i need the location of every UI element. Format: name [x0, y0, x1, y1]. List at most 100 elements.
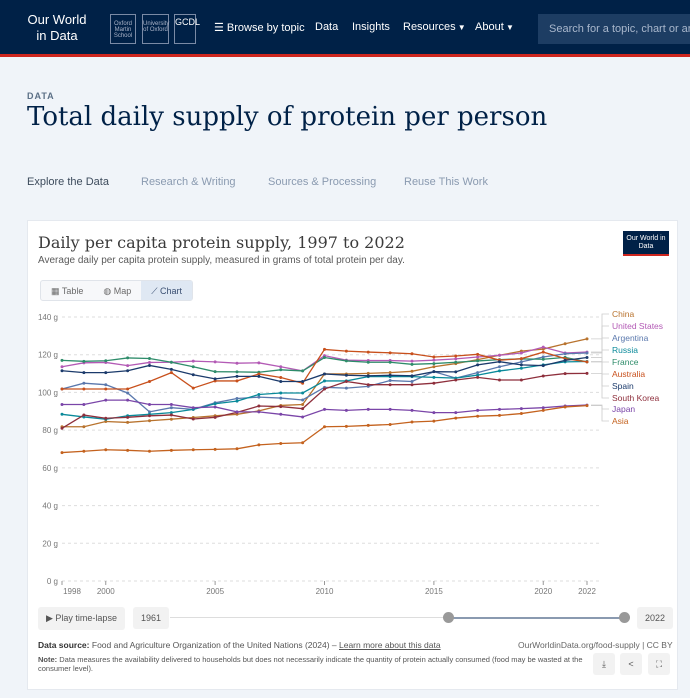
search-input[interactable]: Search for a topic, chart or article... — [538, 14, 690, 44]
data-point — [148, 419, 151, 423]
data-point — [344, 408, 348, 412]
data-point — [476, 375, 480, 379]
source-text: Food and Agriculture Organization of the… — [91, 640, 330, 650]
fullscreen-icon[interactable]: ⛶ — [648, 653, 670, 675]
play-icon: ▶ — [46, 613, 56, 623]
nav-data[interactable]: Data — [315, 21, 339, 33]
data-point — [82, 425, 86, 429]
x-tick-label: 1998 — [63, 587, 81, 596]
data-point — [388, 351, 392, 355]
data-point — [82, 387, 86, 391]
data-point — [585, 360, 589, 364]
share-icon[interactable]: < — [620, 653, 642, 675]
data-point — [213, 370, 217, 374]
end-year: 2022 — [637, 607, 674, 629]
nav-about[interactable]: About ▼ — [475, 21, 514, 33]
y-tick-label: 60 g — [42, 464, 58, 473]
play-timelapse-button[interactable]: ▶ Play time-lapse — [38, 607, 125, 630]
tab-research-writing[interactable]: Research & Writing — [141, 176, 236, 188]
tab-explore-data[interactable]: Explore the Data — [27, 176, 109, 188]
license-link[interactable]: OurWorldinData.org/food-supply | CC BY — [518, 640, 673, 650]
page-type-label: DATA — [27, 91, 55, 101]
data-point — [410, 359, 414, 363]
owid-logo[interactable]: Our World in Data — [27, 12, 87, 43]
data-point — [301, 415, 305, 419]
tab-map[interactable]: ◍ Map — [93, 281, 141, 300]
data-point — [191, 359, 195, 363]
nav-label: About — [475, 21, 504, 33]
data-point — [279, 442, 283, 446]
data-point — [432, 375, 436, 379]
data-point — [388, 383, 392, 387]
y-tick-label: 80 g — [42, 426, 58, 435]
data-point — [191, 373, 195, 377]
data-point — [323, 372, 326, 376]
play-label: Play time-lapse — [55, 613, 117, 623]
data-point — [104, 416, 108, 420]
data-point — [476, 408, 480, 412]
data-point — [366, 383, 370, 387]
x-tick-label: 2015 — [425, 587, 443, 596]
data-point — [585, 337, 589, 341]
data-point — [169, 406, 173, 410]
data-point — [366, 374, 370, 378]
data-point — [541, 408, 545, 412]
data-point — [454, 354, 458, 358]
data-point — [213, 405, 217, 409]
globe-icon: ◍ — [103, 286, 114, 296]
data-point — [476, 371, 480, 375]
data-point — [279, 391, 283, 395]
timeline-start-handle[interactable] — [443, 612, 454, 623]
data-point — [432, 362, 436, 366]
legend-connector — [591, 313, 609, 340]
legend-label: Japan — [612, 404, 635, 414]
data-point — [104, 371, 108, 375]
data-point — [519, 360, 523, 364]
data-point — [410, 352, 414, 356]
data-point — [541, 357, 545, 361]
data-point — [82, 413, 86, 417]
learn-more-link[interactable]: Learn more about this data — [339, 640, 441, 650]
data-point — [301, 402, 305, 406]
data-point — [323, 425, 326, 429]
data-point — [279, 365, 283, 369]
data-point — [213, 415, 217, 419]
download-icon[interactable]: ⤓ — [593, 653, 615, 675]
tab-chart[interactable]: ⟋ Chart — [141, 281, 193, 300]
x-tick-label: 2010 — [316, 587, 334, 596]
data-point — [213, 447, 217, 451]
timeline-end-handle[interactable] — [619, 612, 630, 623]
tab-sources-processing[interactable]: Sources & Processing — [268, 176, 377, 188]
nav-resources[interactable]: Resources ▼ — [403, 21, 466, 33]
data-point — [344, 386, 348, 390]
nav-insights[interactable]: Insights — [352, 21, 390, 33]
data-point — [104, 359, 108, 363]
nav-label: Browse by topic — [226, 22, 305, 34]
data-point — [585, 404, 589, 408]
nav-browse-by-topic[interactable]: ☰ Browse by topic — [214, 21, 305, 34]
data-point — [82, 402, 86, 406]
data-point — [301, 441, 305, 445]
y-tick-label: 140 g — [38, 313, 58, 322]
data-point — [410, 408, 414, 412]
series-line-asia — [61, 404, 588, 454]
data-point — [541, 364, 545, 368]
legend-connector — [591, 357, 609, 387]
data-point — [104, 419, 108, 423]
data-point — [169, 402, 173, 406]
tab-label: Table — [61, 286, 84, 296]
data-point — [279, 405, 283, 409]
data-point — [432, 358, 436, 362]
data-point — [213, 377, 217, 381]
data-point — [366, 360, 370, 364]
data-point — [169, 448, 173, 452]
data-point — [410, 362, 414, 366]
data-point — [191, 386, 195, 390]
y-tick-label: 0 g — [47, 577, 58, 586]
tab-reuse-work[interactable]: Reuse This Work — [404, 176, 488, 188]
data-point — [344, 349, 348, 353]
data-point — [344, 359, 348, 363]
data-point — [82, 449, 86, 453]
tab-table[interactable]: ▦ Table — [41, 281, 93, 300]
legend-label: Argentina — [612, 333, 649, 343]
